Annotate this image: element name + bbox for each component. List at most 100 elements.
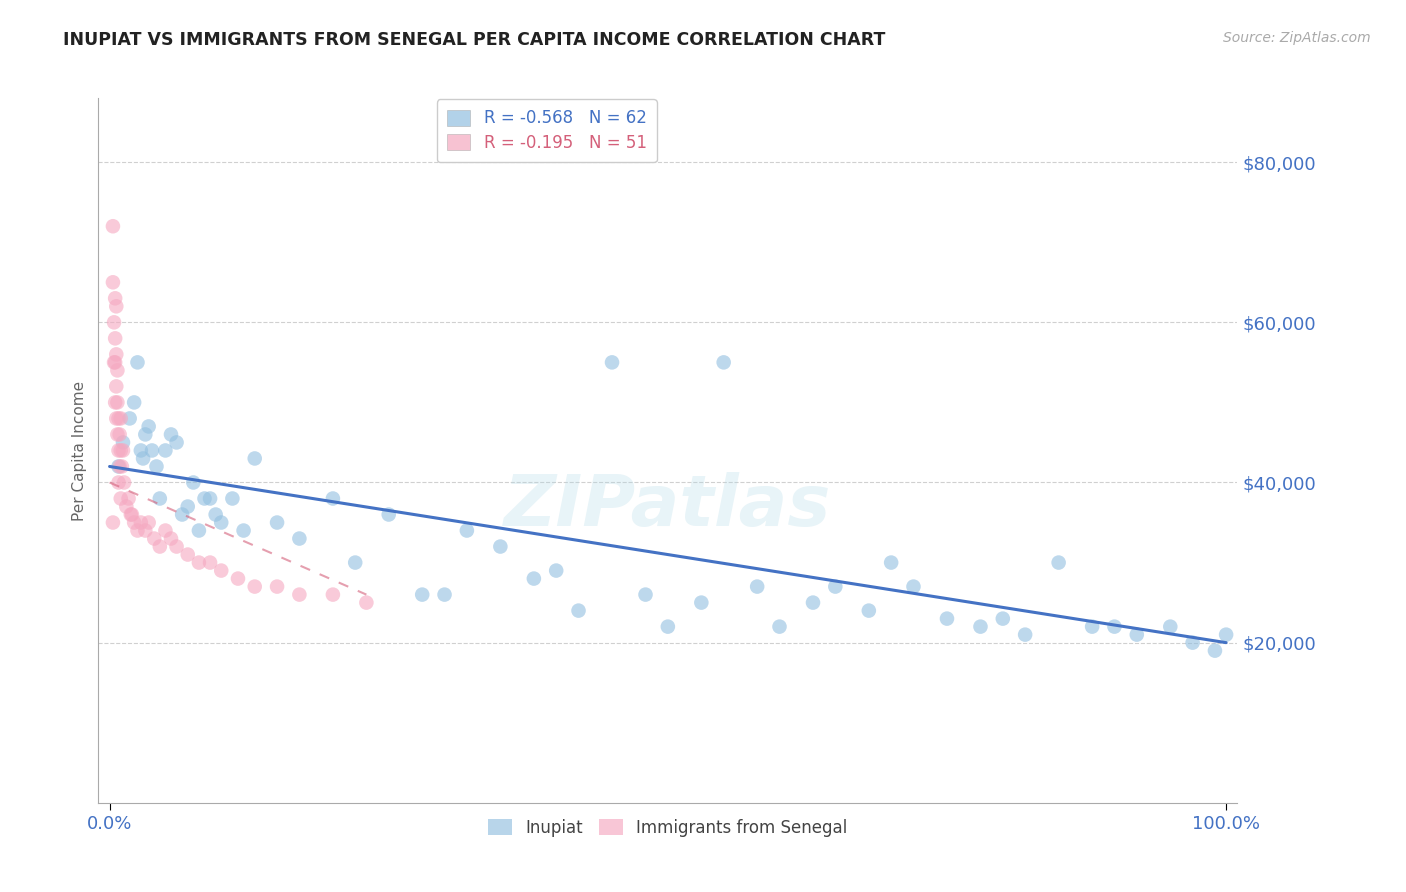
Point bbox=[132, 451, 155, 466]
Point bbox=[122, 395, 145, 409]
Point bbox=[824, 580, 846, 594]
Point bbox=[411, 588, 433, 602]
Point bbox=[121, 508, 143, 522]
Point bbox=[1204, 643, 1226, 657]
Point bbox=[103, 315, 125, 329]
Point bbox=[1014, 627, 1036, 641]
Point bbox=[127, 524, 149, 538]
Point bbox=[104, 331, 127, 345]
Point bbox=[105, 347, 128, 361]
Point bbox=[209, 564, 232, 578]
Point bbox=[111, 435, 134, 450]
Point bbox=[111, 459, 134, 474]
Point bbox=[120, 508, 142, 522]
Point bbox=[322, 491, 344, 506]
Point bbox=[801, 596, 824, 610]
Point bbox=[107, 395, 129, 409]
Point bbox=[198, 556, 221, 570]
Point bbox=[155, 443, 177, 458]
Point bbox=[143, 532, 166, 546]
Point bbox=[209, 516, 232, 530]
Point bbox=[456, 524, 478, 538]
Point bbox=[104, 395, 127, 409]
Point bbox=[226, 572, 249, 586]
Legend: Inupiat, Immigrants from Senegal: Inupiat, Immigrants from Senegal bbox=[482, 813, 853, 844]
Point bbox=[122, 516, 145, 530]
Point bbox=[1126, 627, 1149, 641]
Point bbox=[489, 540, 512, 554]
Point bbox=[112, 475, 135, 490]
Point bbox=[768, 620, 790, 634]
Point bbox=[138, 516, 160, 530]
Point bbox=[546, 564, 568, 578]
Point bbox=[858, 604, 880, 618]
Y-axis label: Per Capita Income: Per Capita Income bbox=[72, 380, 87, 521]
Point bbox=[1104, 620, 1126, 634]
Point bbox=[183, 475, 205, 490]
Point bbox=[145, 459, 167, 474]
Point bbox=[880, 556, 903, 570]
Point bbox=[108, 459, 131, 474]
Point bbox=[377, 508, 399, 522]
Text: Source: ZipAtlas.com: Source: ZipAtlas.com bbox=[1223, 31, 1371, 45]
Point bbox=[187, 524, 209, 538]
Point bbox=[690, 596, 713, 610]
Point bbox=[433, 588, 456, 602]
Point bbox=[198, 491, 221, 506]
Text: ZIPatlas: ZIPatlas bbox=[505, 473, 831, 541]
Point bbox=[177, 548, 200, 562]
Point bbox=[103, 355, 125, 369]
Point bbox=[1159, 620, 1181, 634]
Point bbox=[118, 411, 141, 425]
Point bbox=[107, 443, 129, 458]
Point bbox=[1215, 627, 1237, 641]
Point bbox=[160, 532, 183, 546]
Point bbox=[127, 355, 149, 369]
Point bbox=[172, 508, 194, 522]
Point bbox=[134, 427, 156, 442]
Point bbox=[129, 516, 152, 530]
Point bbox=[600, 355, 623, 369]
Point bbox=[177, 500, 200, 514]
Point bbox=[101, 516, 124, 530]
Point bbox=[160, 427, 183, 442]
Point bbox=[105, 299, 128, 313]
Point bbox=[322, 588, 344, 602]
Point bbox=[107, 411, 129, 425]
Point bbox=[149, 491, 172, 506]
Point bbox=[134, 524, 156, 538]
Point bbox=[221, 491, 243, 506]
Point bbox=[141, 443, 163, 458]
Point bbox=[149, 540, 172, 554]
Point bbox=[111, 443, 134, 458]
Point bbox=[101, 219, 124, 234]
Point bbox=[193, 491, 215, 506]
Point bbox=[567, 604, 589, 618]
Point bbox=[1047, 556, 1070, 570]
Point bbox=[107, 459, 129, 474]
Point bbox=[288, 532, 311, 546]
Text: INUPIAT VS IMMIGRANTS FROM SENEGAL PER CAPITA INCOME CORRELATION CHART: INUPIAT VS IMMIGRANTS FROM SENEGAL PER C… bbox=[63, 31, 886, 49]
Point bbox=[1081, 620, 1104, 634]
Point bbox=[657, 620, 679, 634]
Point bbox=[232, 524, 254, 538]
Point bbox=[108, 427, 131, 442]
Point bbox=[634, 588, 657, 602]
Point bbox=[117, 491, 139, 506]
Point bbox=[288, 588, 311, 602]
Point bbox=[107, 475, 129, 490]
Point bbox=[903, 580, 925, 594]
Point bbox=[166, 435, 188, 450]
Point bbox=[155, 524, 177, 538]
Point bbox=[1181, 635, 1204, 649]
Point bbox=[243, 580, 266, 594]
Point bbox=[523, 572, 546, 586]
Point bbox=[266, 516, 288, 530]
Point bbox=[204, 508, 226, 522]
Point bbox=[969, 620, 991, 634]
Point bbox=[110, 491, 132, 506]
Point bbox=[104, 291, 127, 305]
Point bbox=[107, 427, 129, 442]
Point bbox=[110, 443, 132, 458]
Point bbox=[110, 411, 132, 425]
